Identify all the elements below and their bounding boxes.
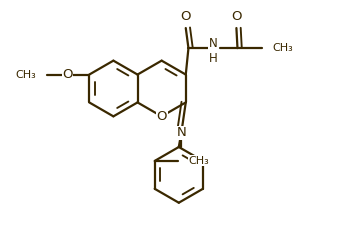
Text: CH₃: CH₃ [189,156,209,166]
Text: O: O [181,10,191,23]
Text: N: N [177,126,186,139]
Text: O: O [231,10,241,23]
Text: CH₃: CH₃ [272,43,293,53]
Text: N
H: N H [209,37,217,65]
Text: CH₃: CH₃ [16,70,36,80]
Text: O: O [62,68,73,81]
Text: O: O [156,110,167,123]
